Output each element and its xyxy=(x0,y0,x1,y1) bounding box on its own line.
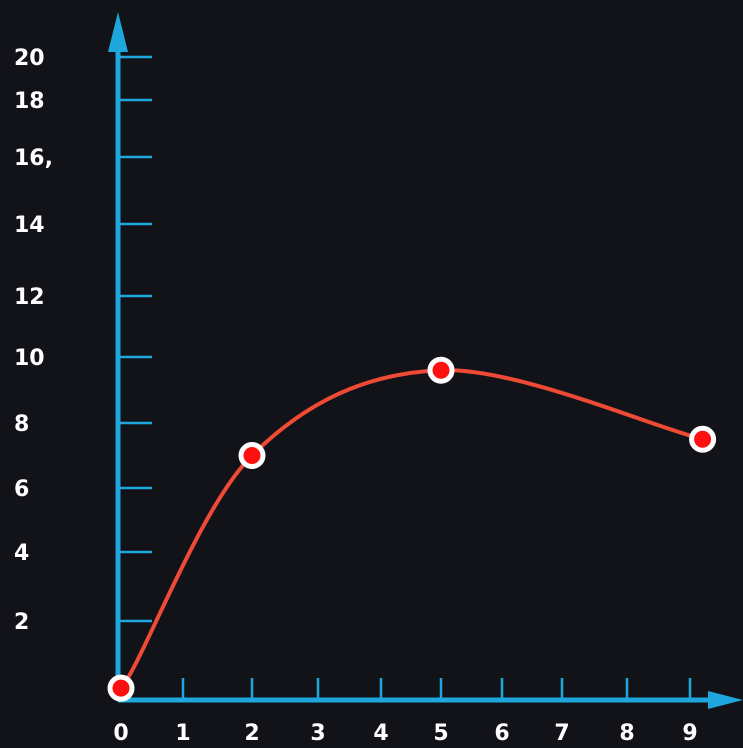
x-tick-label: 5 xyxy=(433,721,448,746)
y-tick-label: 10 xyxy=(14,346,45,371)
x-tick-label: 0 xyxy=(113,721,128,746)
data-point xyxy=(427,356,455,384)
data-point xyxy=(689,425,717,453)
axes xyxy=(108,12,743,709)
y-tick-label: 2 xyxy=(14,610,29,635)
y-tick-label: 6 xyxy=(14,477,29,502)
y-tick-label: 8 xyxy=(14,412,29,437)
x-tick-label: 8 xyxy=(619,721,634,746)
y-tick-label: 18 xyxy=(14,89,45,114)
y-tick-label: 14 xyxy=(14,213,45,238)
x-tick-label: 3 xyxy=(310,721,325,746)
data-point xyxy=(107,674,135,702)
x-tick-label: 4 xyxy=(373,721,388,746)
y-tick-label: 20 xyxy=(14,46,45,71)
data-point xyxy=(238,442,266,469)
y-tick-label: 4 xyxy=(14,541,29,566)
y-tick-label: 12 xyxy=(14,285,45,310)
x-tick-label: 9 xyxy=(682,721,697,746)
x-axis-arrow xyxy=(708,691,743,709)
series-line xyxy=(119,368,705,691)
ticks xyxy=(118,55,692,700)
x-tick-label: 1 xyxy=(175,721,190,746)
y-axis-arrow xyxy=(108,12,128,52)
curve-layer xyxy=(119,368,705,691)
x-tick-label: 6 xyxy=(494,721,509,746)
y-tick-label: 16, xyxy=(14,146,53,171)
x-tick-label: 2 xyxy=(244,721,259,746)
x-tick-label: 7 xyxy=(554,721,569,746)
points-layer xyxy=(107,356,717,702)
